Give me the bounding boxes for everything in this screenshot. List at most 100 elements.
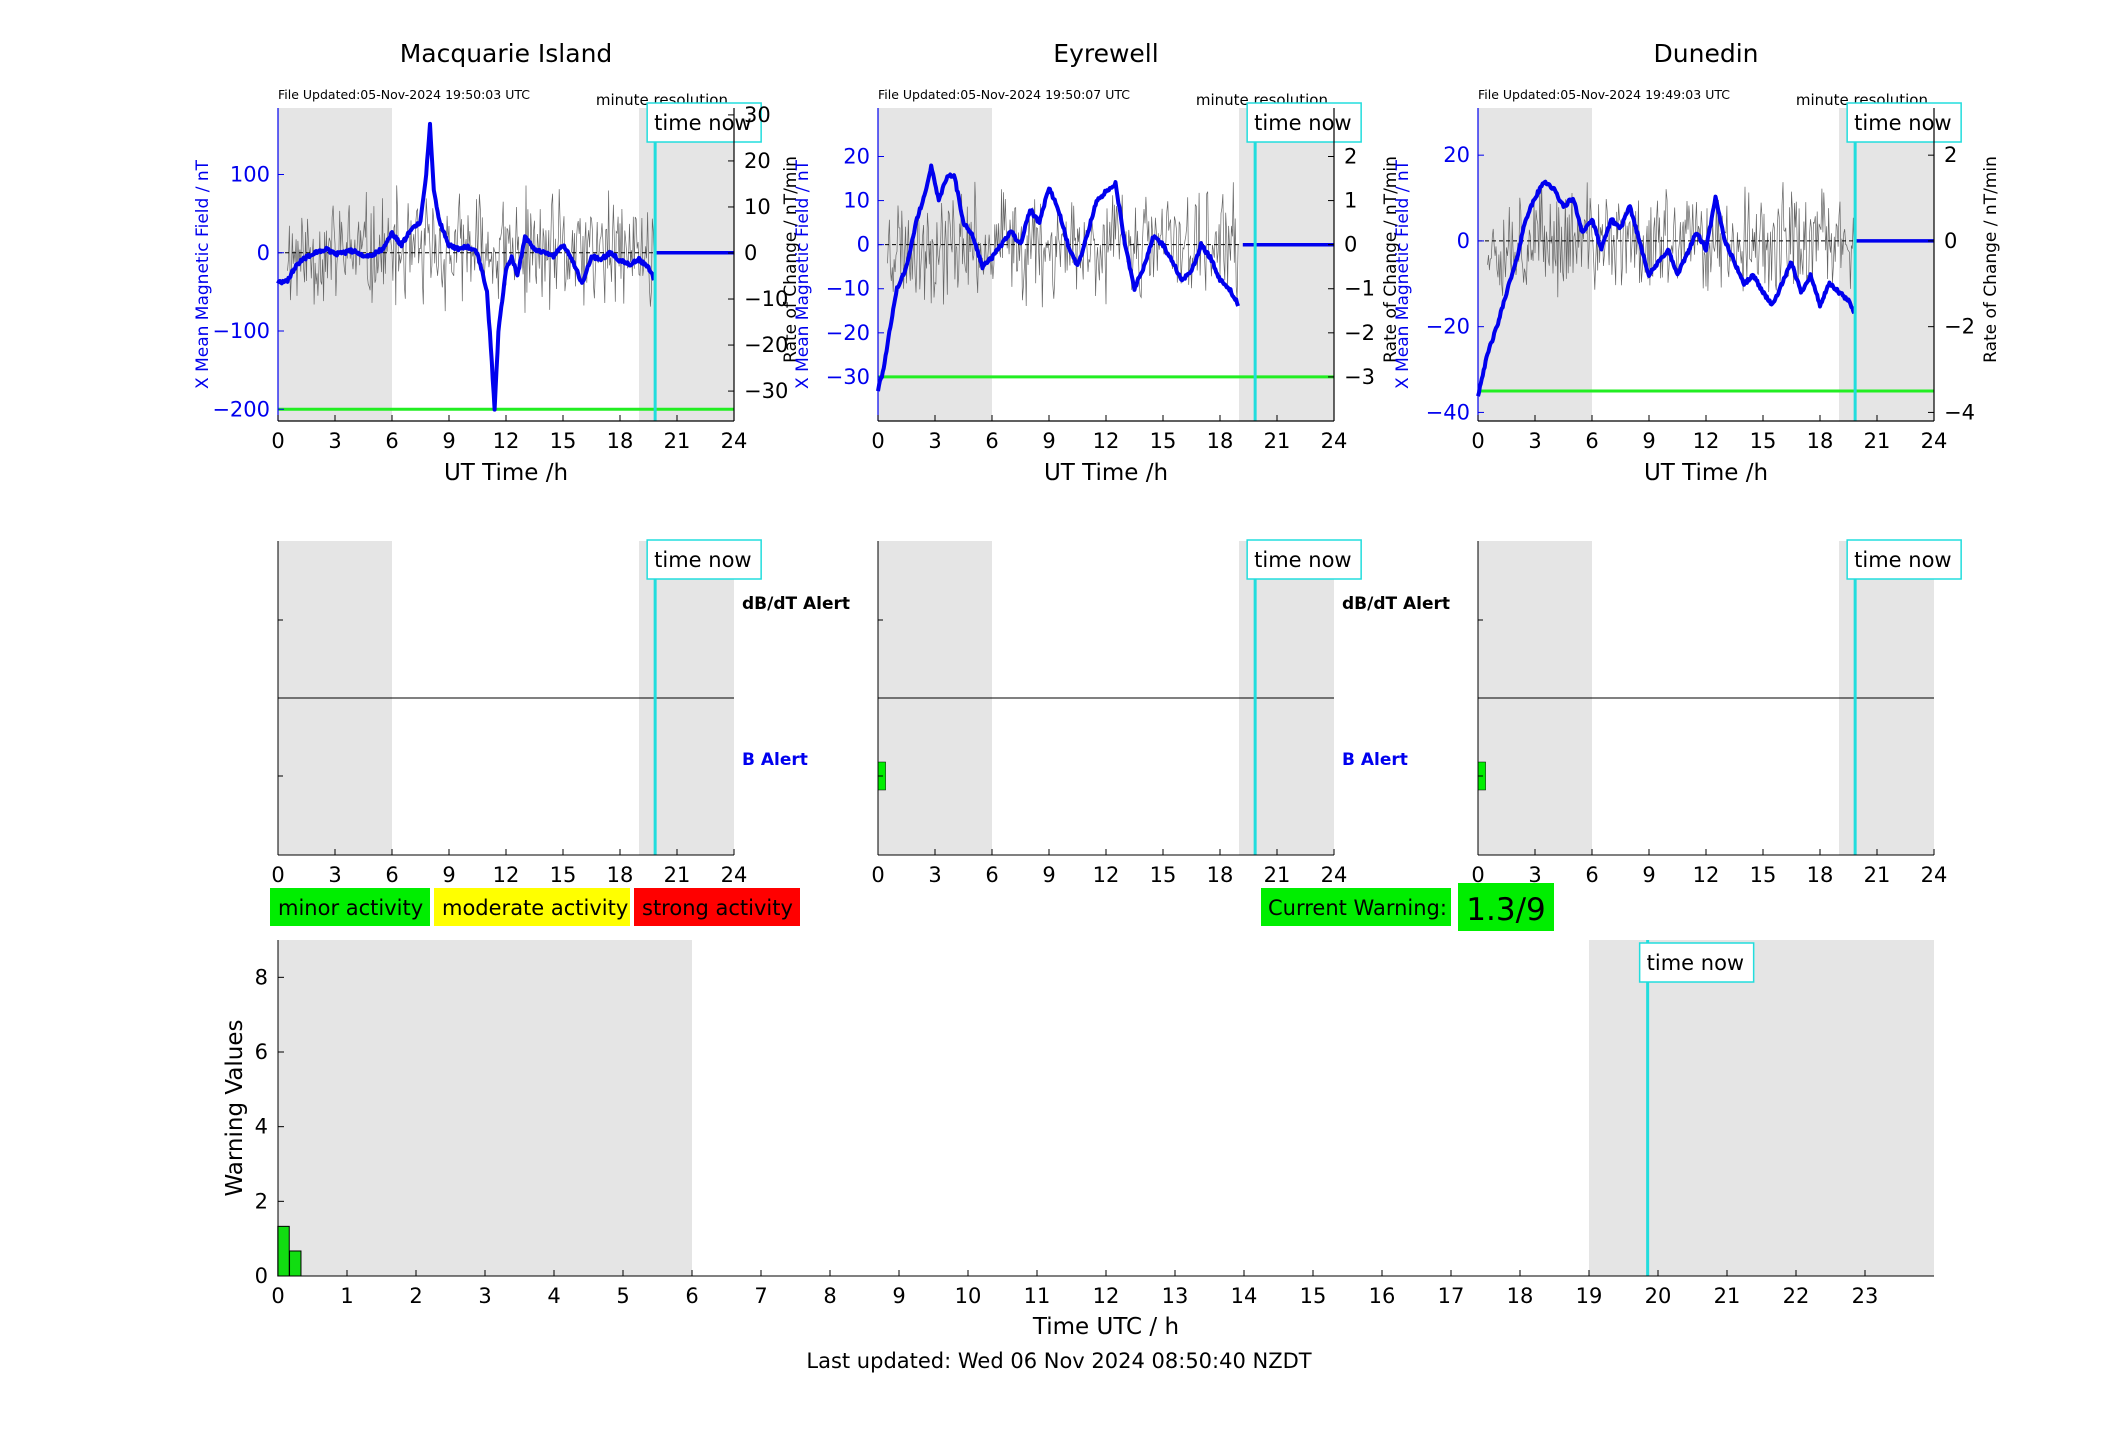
file-updated-label: File Updated:05-Nov-2024 19:49:03 UTC <box>1478 87 1730 102</box>
x-tick-label: 18 <box>607 429 634 453</box>
x-tick-label: 14 <box>1231 1284 1258 1308</box>
x-tick-label: 15 <box>1150 863 1177 887</box>
time-now-label: time now <box>654 111 751 135</box>
y2-tick-label: −3 <box>1344 365 1375 389</box>
x-tick-label: 3 <box>928 429 941 453</box>
night-band-2 <box>1589 940 1934 1276</box>
x-tick-label: 21 <box>1264 429 1291 453</box>
legend-label-2: moderate activity <box>442 896 628 920</box>
y-tick-label: 20 <box>843 144 870 168</box>
x-tick-label: 24 <box>1921 429 1948 453</box>
x-axis-label: UT Time /h <box>1044 460 1168 486</box>
field-series-1 <box>876 163 1240 392</box>
x-tick-label: 9 <box>892 1284 905 1308</box>
night-band-2 <box>639 108 734 421</box>
time-now-label: time now <box>1854 111 1951 135</box>
x-tick-label: 18 <box>1207 429 1234 453</box>
x-tick-label: 18 <box>1207 863 1234 887</box>
x-tick-label: 9 <box>442 429 455 453</box>
y-tick-label: −200 <box>212 397 270 421</box>
b-alert-label: B Alert <box>1342 750 1408 770</box>
x-tick-label: 9 <box>1642 429 1655 453</box>
time-now-label: time now <box>1854 548 1951 572</box>
x-tick-label: 0 <box>271 1284 284 1308</box>
dbdt-alert-label: dB/dT Alert <box>1342 594 1450 614</box>
y-tick-label: −30 <box>826 365 870 389</box>
x-tick-label: 21 <box>1264 863 1291 887</box>
x-tick-label: 12 <box>1093 429 1120 453</box>
y2-tick-label: −10 <box>744 287 788 311</box>
time-now-label: time now <box>1254 111 1351 135</box>
x-tick-label: 3 <box>1528 429 1541 453</box>
y2-tick-label: 0 <box>1344 233 1357 257</box>
x-tick-label: 0 <box>1471 429 1484 453</box>
x-tick-label: 15 <box>1750 429 1777 453</box>
y2-tick-label: 10 <box>744 195 771 219</box>
current-warning: Current Warning: 1.3/9 <box>1261 883 1554 931</box>
time-now-label: time now <box>1647 951 1744 975</box>
x-tick-label: 12 <box>1693 429 1720 453</box>
x-tick-label: 9 <box>1042 863 1055 887</box>
dbdt-alert-label: dB/dT Alert <box>742 594 850 614</box>
time-now-label: time now <box>654 548 751 572</box>
y-axis-label: Warning Values <box>222 1019 248 1196</box>
x-tick-label: 6 <box>1585 429 1598 453</box>
field-series-1 <box>1476 179 1857 397</box>
x-tick-label: 16 <box>1369 1284 1396 1308</box>
x-tick-label: 13 <box>1162 1284 1189 1308</box>
x-tick-label: 9 <box>442 863 455 887</box>
y2-tick-label: 1 <box>1344 189 1357 213</box>
x-tick-label: 17 <box>1438 1284 1465 1308</box>
time-now-box <box>646 102 762 143</box>
y-tick-label: 0 <box>255 1264 268 1288</box>
alert-panel-3: time now 0 3 6 9 12 15 18 21 24 <box>1471 539 1962 887</box>
y2-tick-label: 0 <box>1944 229 1957 253</box>
x-tick-label: 24 <box>1321 429 1348 453</box>
x-tick-label: 24 <box>1921 863 1948 887</box>
x-tick-label: 21 <box>1864 429 1891 453</box>
y2-tick-label: −1 <box>1344 277 1375 301</box>
panel-title: Eyrewell <box>1053 39 1158 68</box>
y2-tick-label: 2 <box>1344 144 1357 168</box>
x-tick-label: 12 <box>1693 863 1720 887</box>
x-tick-label: 9 <box>1042 429 1055 453</box>
x-tick-label: 2 <box>409 1284 422 1308</box>
x-tick-label: 0 <box>871 429 884 453</box>
time-now-box <box>1246 102 1362 143</box>
y2-tick-label: 20 <box>744 149 771 173</box>
current-warning-value: 1.3/9 <box>1466 892 1545 928</box>
y-tick-label: 0 <box>857 233 870 257</box>
y-tick-label: 100 <box>230 163 270 187</box>
field-series-1 <box>276 121 656 412</box>
rate-of-change-series <box>887 181 1239 308</box>
x-tick-label: 18 <box>1807 429 1834 453</box>
time-now-box <box>1846 102 1962 143</box>
y-axis-label: X Mean Magnetic Field / nT <box>1393 159 1413 389</box>
x-tick-label: 7 <box>754 1284 767 1308</box>
x-tick-label: 8 <box>823 1284 836 1308</box>
y2-tick-label: −2 <box>1944 315 1975 339</box>
activity-legend: minor activity moderate activity strong ac… <box>270 888 800 926</box>
x-tick-label: 12 <box>493 429 520 453</box>
legend-swatch-3 <box>634 888 800 926</box>
current-warning-value-box <box>1458 883 1554 931</box>
last-updated-text: Last updated: Wed 06 Nov 2024 08:50:40 N… <box>806 1349 1311 1373</box>
x-tick-label: 15 <box>550 429 577 453</box>
warning-bar-1 <box>277 1225 290 1277</box>
y-tick-label: −20 <box>826 321 870 345</box>
time-now-box <box>1246 539 1362 580</box>
y2-tick-label: −30 <box>744 379 788 403</box>
time-now-box <box>1846 539 1962 580</box>
legend-label-3: strong activity <box>642 896 793 920</box>
x-axis-label: Time UTC / h <box>1032 1314 1179 1340</box>
y2-tick-label: 2 <box>1944 143 1957 167</box>
x-tick-label: 5 <box>616 1284 629 1308</box>
y-tick-label: 0 <box>257 241 270 265</box>
x-tick-label: 23 <box>1852 1284 1879 1308</box>
current-warning-label: Current Warning: <box>1268 896 1447 920</box>
y-tick-label: 20 <box>1443 143 1470 167</box>
x-tick-label: 11 <box>1024 1284 1051 1308</box>
y-axis-label: X Mean Magnetic Field / nT <box>793 159 813 389</box>
x-axis-label: UT Time /h <box>444 460 568 486</box>
